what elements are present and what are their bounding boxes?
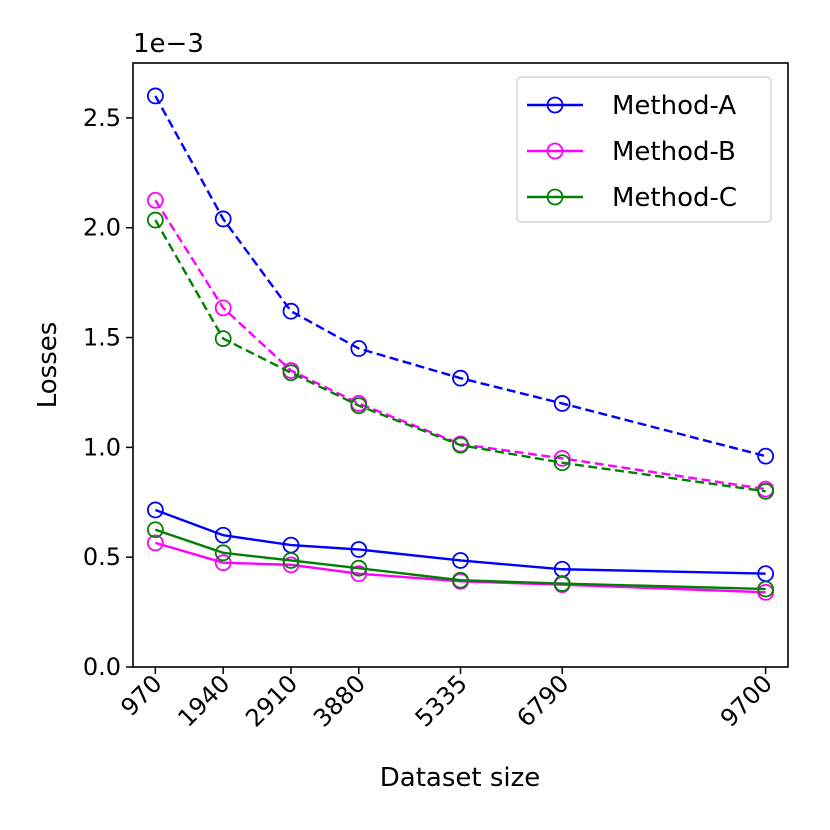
data-point-method-c-solid [757, 580, 775, 598]
series-line-method-a-dashed [154, 95, 766, 458]
data-point-method-c-dashed [757, 482, 775, 500]
legend: Method-A Method-B Method-C [516, 76, 772, 223]
data-point-method-c-solid [146, 521, 164, 539]
data-point-method-a-solid [214, 526, 232, 544]
legend-marker-method-c [546, 188, 564, 206]
data-point-method-c-solid [214, 544, 232, 562]
y-tick-label: 1.0 [83, 433, 121, 461]
series-line-method-c-solid [154, 528, 766, 591]
x-tick-label: 3880 [308, 669, 371, 732]
y-axis: 0.0 0.5 1.0 1.5 2.0 2.5 [83, 104, 133, 681]
data-point-method-c-solid [282, 552, 300, 569]
series-line-method-b-dashed [154, 199, 766, 491]
data-point-method-c-dashed [146, 211, 164, 229]
x-axis-label: Dataset size [380, 763, 541, 793]
data-point-method-b-solid [214, 554, 232, 572]
data-point-method-c-solid [553, 575, 571, 592]
data-point-method-a-dashed [146, 87, 164, 105]
legend-marker-method-b [546, 142, 564, 160]
y-tick-label: 0.5 [83, 543, 121, 571]
series-line-method-c-dashed [154, 219, 766, 493]
y-axis-label: Losses [33, 322, 63, 409]
data-point-method-a-solid [146, 501, 164, 519]
y-tick-label: 2.0 [83, 214, 121, 242]
x-tick-label: 6790 [511, 669, 574, 732]
data-point-method-a-dashed [452, 369, 469, 387]
plot-frame [132, 62, 789, 668]
data-point-method-b-solid [146, 534, 164, 552]
data-point-method-a-dashed [553, 395, 571, 412]
legend-label-method-c: Method-C [612, 183, 737, 213]
x-tick-label: 970 [115, 669, 167, 721]
y-tick-label: 2.5 [83, 104, 121, 132]
x-axis: 970 1940 2910 3880 5335 6790 9700 [115, 667, 778, 732]
x-tick-label: 2910 [240, 669, 303, 732]
data-point-method-a-dashed [350, 340, 368, 357]
legend-marker-method-a [546, 96, 564, 114]
data-point-method-b-dashed [553, 449, 571, 467]
data-point-method-b-dashed [214, 299, 232, 317]
data-point-method-a-solid [350, 541, 368, 558]
y-offset-label: 1e−3 [133, 29, 204, 59]
data-point-method-c-dashed [452, 436, 469, 454]
data-point-method-c-dashed [214, 330, 232, 348]
series-line-method-a-solid [154, 508, 766, 575]
x-tick-label: 5335 [410, 669, 473, 732]
series-layer [146, 87, 775, 601]
y-tick-label: 1.5 [83, 324, 121, 352]
data-point-method-b-dashed [146, 191, 164, 209]
data-point-method-b-solid [350, 565, 368, 583]
legend-label-method-b: Method-B [612, 137, 736, 167]
data-point-method-b-solid [282, 556, 300, 574]
data-point-method-a-dashed [757, 447, 775, 465]
y-tick-label: 0.0 [83, 653, 121, 681]
data-point-method-c-solid [350, 559, 368, 577]
data-point-method-c-dashed [282, 364, 300, 382]
data-point-method-a-solid [452, 552, 469, 569]
x-tick-label: 9700 [715, 669, 778, 732]
data-point-method-c-dashed [553, 454, 571, 472]
data-point-method-a-dashed [214, 210, 232, 228]
data-point-method-c-solid [452, 571, 469, 589]
legend-label-method-a: Method-A [612, 91, 736, 121]
legend-box [516, 76, 772, 223]
x-tick-label: 1940 [172, 669, 235, 732]
data-point-method-c-dashed [350, 397, 368, 415]
data-point-method-a-dashed [282, 302, 300, 320]
